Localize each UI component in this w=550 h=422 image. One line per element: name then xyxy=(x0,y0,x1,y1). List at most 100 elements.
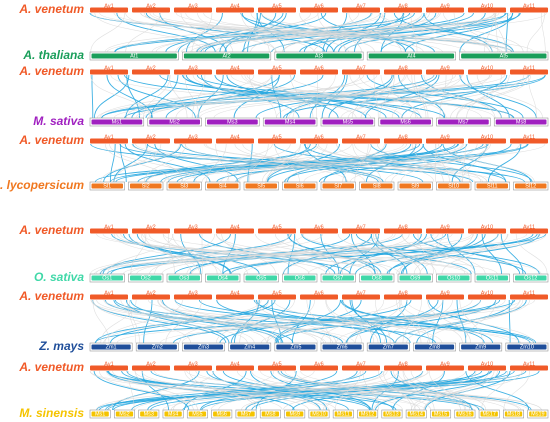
collinear-block xyxy=(100,143,180,183)
synteny-link xyxy=(370,143,533,183)
chromosome-label: Zm2 xyxy=(152,344,163,350)
synteny-link xyxy=(393,12,514,53)
synteny-link xyxy=(247,143,253,183)
chromosome xyxy=(368,344,408,350)
collinear-block xyxy=(157,299,267,344)
collinear-block xyxy=(294,233,343,275)
chromosome-label: Av9 xyxy=(440,290,449,296)
chromosome xyxy=(216,138,254,144)
chromosome-label: Av7 xyxy=(356,224,365,230)
collinear-block xyxy=(90,12,126,53)
species-label: Z. mays xyxy=(38,339,84,353)
collinear-block xyxy=(290,74,314,119)
collinear-block xyxy=(243,233,475,275)
chromosome-label: Zm10 xyxy=(520,344,534,350)
chromosome-label: Ms7 xyxy=(458,119,468,125)
chromosome-label: Av5 xyxy=(272,224,281,230)
collinear-block xyxy=(215,143,230,183)
chromosome xyxy=(468,138,506,144)
chromosome-label: Av2 xyxy=(146,134,155,140)
collinear-block xyxy=(191,12,213,53)
collinear-block xyxy=(168,233,175,275)
collinear-block xyxy=(320,299,385,344)
chromosome xyxy=(216,7,254,13)
collinear-block xyxy=(337,233,547,275)
collinear-block xyxy=(348,12,402,53)
collinear-block xyxy=(148,74,435,119)
chromosome xyxy=(258,365,296,371)
collinear-block xyxy=(407,74,502,119)
collinear-block xyxy=(172,370,275,411)
chromosome-label: Av1 xyxy=(104,290,113,296)
collinear-block xyxy=(435,143,450,183)
chromosome xyxy=(438,119,489,125)
collinear-block xyxy=(106,12,500,53)
collinear-block xyxy=(462,143,487,183)
chromosome-label: Av7 xyxy=(356,65,365,71)
collinear-block xyxy=(172,233,218,275)
synteny-link xyxy=(459,74,537,119)
chromosome xyxy=(91,411,109,417)
chromosome-label: Sl7 xyxy=(334,183,342,189)
chromosome xyxy=(384,7,422,13)
chromosome xyxy=(384,228,422,234)
collinear-block xyxy=(195,74,361,119)
chromosome-label: Os4 xyxy=(218,275,228,281)
collinear-block xyxy=(191,233,396,275)
chromosome-label: Av5 xyxy=(272,361,281,367)
chromosome xyxy=(164,411,182,417)
chromosome xyxy=(426,69,464,75)
collinear-block xyxy=(116,233,327,275)
synteny-link xyxy=(125,74,169,119)
chromosome-label: At3 xyxy=(315,53,323,59)
collinear-block xyxy=(92,299,110,344)
collinear-block xyxy=(142,74,493,119)
chromosome-label: Av3 xyxy=(188,290,197,296)
collinear-block xyxy=(423,370,495,411)
chromosome xyxy=(322,344,362,350)
chromosome xyxy=(132,294,170,300)
synteny-link xyxy=(126,74,141,119)
chromosome-label: Sl9 xyxy=(411,183,419,189)
chromosome xyxy=(358,411,377,417)
chromosome xyxy=(407,411,425,417)
collinear-block xyxy=(417,233,434,275)
chromosome-label: Ms11 xyxy=(337,411,350,417)
chromosome-label: Sl8 xyxy=(373,183,381,189)
chromosome-label: Av2 xyxy=(146,361,155,367)
collinear-block xyxy=(438,143,535,183)
chromosome xyxy=(132,7,170,13)
collinear-block xyxy=(266,299,473,344)
synteny-link xyxy=(508,299,511,344)
collinear-block xyxy=(114,143,162,183)
chromosome xyxy=(426,228,464,234)
chromosome xyxy=(426,7,464,13)
synteny-link xyxy=(124,143,211,183)
collinear-block xyxy=(242,143,381,183)
synteny-link xyxy=(481,233,502,275)
collinear-block xyxy=(265,143,328,183)
synteny-link xyxy=(95,299,269,344)
collinear-block xyxy=(134,370,337,411)
collinear-block xyxy=(402,299,422,344)
chromosome-label: Ms8 xyxy=(265,411,275,417)
collinear-block xyxy=(400,143,489,183)
collinear-block xyxy=(261,143,309,183)
collinear-block xyxy=(381,12,513,53)
collinear-block xyxy=(362,370,379,411)
species-label: A. thaliana xyxy=(22,48,84,62)
synteny-link xyxy=(198,299,531,344)
collinear-block xyxy=(324,370,445,411)
chromosome xyxy=(361,275,393,281)
collinear-block xyxy=(105,370,283,411)
collinear-block xyxy=(456,74,510,119)
chromosome-label: Av6 xyxy=(314,65,323,71)
collinear-block xyxy=(175,74,272,119)
collinear-block xyxy=(230,74,513,119)
chromosome-label: Sl12 xyxy=(525,183,536,189)
collinear-block xyxy=(466,74,502,119)
collinear-block xyxy=(159,299,535,344)
collinear-block xyxy=(162,233,248,275)
collinear-block xyxy=(236,370,403,411)
collinear-block xyxy=(503,370,530,411)
